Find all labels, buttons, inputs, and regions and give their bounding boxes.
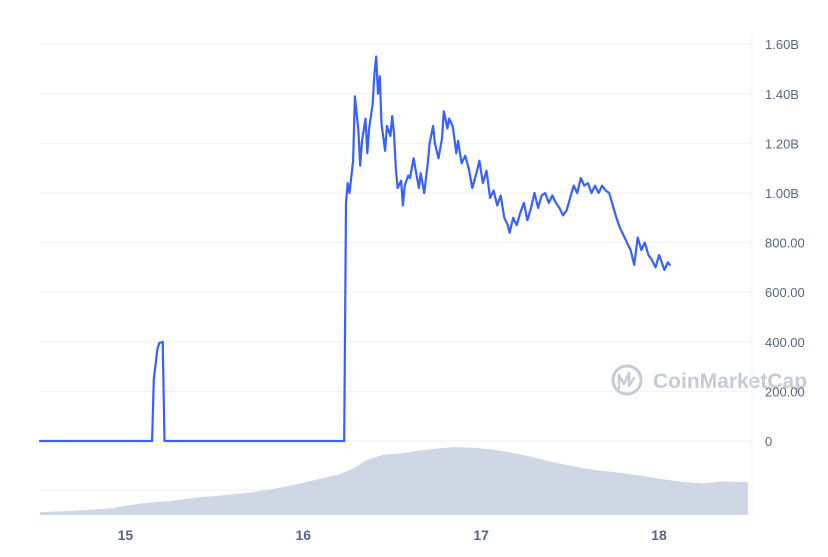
grid-lines — [40, 43, 752, 491]
x-tick-label: 16 — [295, 527, 311, 543]
volume-area-group — [40, 447, 748, 515]
x-axis-ticks: 15 16 17 18 — [118, 527, 667, 543]
y-tick-label: 1.60B — [765, 37, 799, 52]
price-line — [38, 55, 671, 443]
x-tick-label: 15 — [118, 527, 134, 543]
y-tick-label: 1.40B — [765, 87, 799, 102]
x-tick-label: 18 — [651, 527, 667, 543]
y-tick-label: 400.00 — [765, 335, 805, 350]
y-tick-label: 0 — [765, 434, 772, 449]
y-tick-label: 200.00 — [765, 384, 805, 399]
y-tick-label: 1.00B — [765, 186, 799, 201]
x-tick-label: 17 — [473, 527, 489, 543]
y-tick-label: 600.00 — [765, 285, 805, 300]
y-tick-label: 800.00 — [765, 236, 805, 251]
price-line-group — [38, 55, 671, 443]
volume-area — [40, 447, 748, 515]
coinmarketcap-logo-icon — [611, 364, 643, 396]
watermark-text: CoinMarketCap — [653, 370, 807, 393]
y-axis-ticks: 0 200.00 400.00 600.00 800.00 1.00B 1.20B 1.40B… — [765, 37, 805, 449]
watermark: CoinMarketCap — [611, 364, 807, 396]
y-tick-label: 1.20B — [765, 136, 799, 151]
